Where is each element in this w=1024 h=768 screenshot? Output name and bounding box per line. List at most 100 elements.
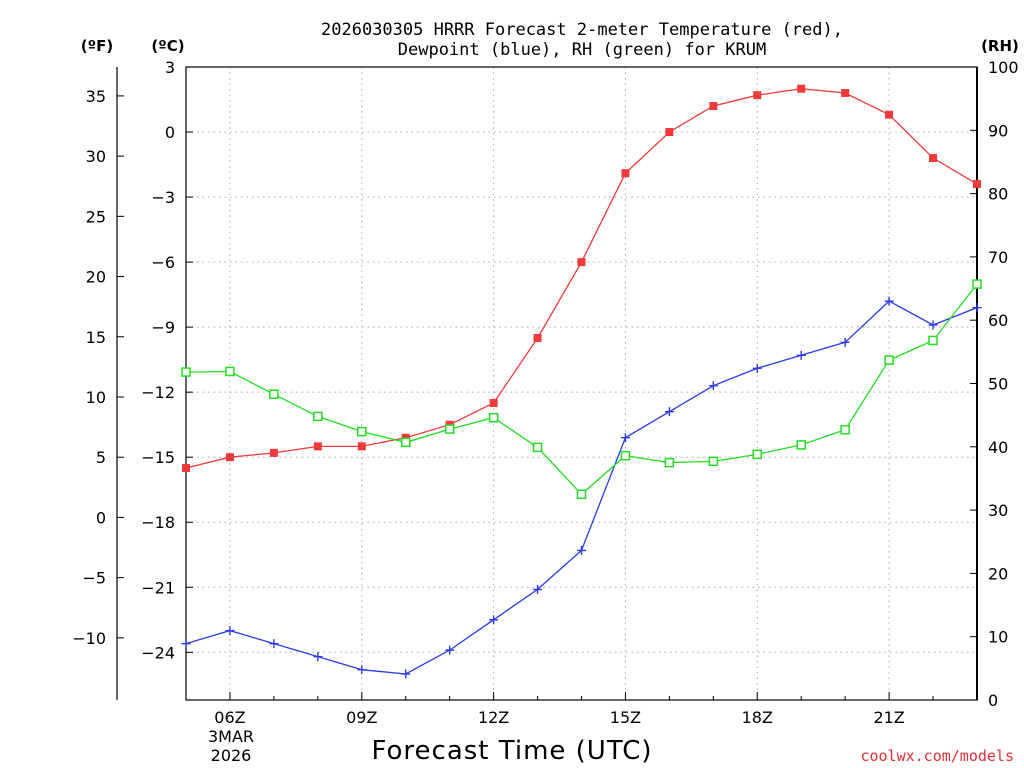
series-0-point-18: [973, 180, 981, 189]
rh-unit-label: (RH): [981, 37, 1019, 55]
series-2-point-10: [620, 450, 631, 461]
series-2-point-12: [708, 456, 719, 467]
series-layer: [181, 84, 982, 679]
fahrenheit-tick-label: 35: [86, 87, 106, 106]
series-2-point-18: [972, 279, 982, 289]
fahrenheit-tick-label: 10: [86, 388, 106, 407]
series-1-point-4: [357, 665, 367, 675]
chart-title-line-2: Dewpoint (blue), RH (green) for KRUM: [398, 40, 766, 60]
celsius-tick-label: −3: [151, 188, 175, 207]
labels: 2026030305 HRRR Forecast 2-meter Tempera…: [81, 20, 1019, 766]
fahrenheit-tick-label: 15: [86, 328, 106, 347]
series-0-point-13: [753, 91, 762, 100]
series-1-point-8: [533, 584, 543, 594]
series-1-point-14: [796, 350, 806, 360]
series-2-point-3: [313, 411, 323, 422]
series-2-point-7: [488, 412, 499, 423]
series-0-point-0: [182, 464, 190, 473]
x-tick-label: 18Z: [742, 708, 773, 727]
series-0-point-16: [885, 110, 894, 119]
series-1-point-12: [708, 381, 718, 391]
rh-tick-label: 80: [988, 185, 1008, 204]
series-2-point-5: [400, 437, 411, 448]
rh-tick-label: 90: [988, 121, 1008, 140]
series-1-point-1: [225, 626, 235, 636]
rh-tick-label: 20: [988, 564, 1008, 583]
rh-tick-label: 30: [988, 501, 1008, 520]
series-0-point-8: [533, 333, 542, 342]
celsius-tick-label: −6: [151, 253, 175, 272]
celsius-tick-label: −9: [151, 318, 175, 337]
series-2-point-9: [576, 489, 587, 500]
series-2-point-0: [181, 367, 191, 377]
series-1-point-7: [489, 615, 499, 625]
series-1-point-0: [181, 639, 191, 649]
rh-tick-label: 70: [988, 248, 1008, 267]
series-1-point-16: [884, 296, 894, 306]
fahrenheit-tick-label: 5: [96, 448, 106, 467]
celsius-tick-label: −24: [141, 643, 175, 662]
date-label-year: 2026: [211, 746, 252, 765]
grid: [186, 67, 977, 700]
rh-tick-label: 0: [988, 691, 998, 710]
series-0-point-12: [709, 102, 718, 111]
series-0-point-7: [489, 399, 498, 408]
series-2-point-13: [752, 449, 763, 460]
series-1-point-15: [840, 337, 850, 347]
chart-title-line-1: 2026030305 HRRR Forecast 2-meter Tempera…: [321, 20, 843, 40]
series-line-1: [185, 300, 978, 675]
series-1-point-5: [401, 669, 411, 679]
series-0-point-3: [313, 442, 322, 451]
celsius-tick-label: −15: [141, 448, 175, 467]
fahrenheit-tick-label: 20: [86, 268, 106, 287]
series-2-point-14: [796, 440, 806, 450]
x-tick-label: 12Z: [478, 708, 509, 727]
axes: 35302520151050−5−1030−3−6−9−12−15−18−21−…: [72, 58, 1018, 727]
series-1-point-11: [664, 407, 674, 417]
fahrenheit-tick-label: −10: [72, 629, 106, 648]
series-1-point-10: [620, 433, 630, 443]
series-2-point-4: [357, 426, 367, 437]
fahrenheit-tick-label: −5: [82, 569, 106, 588]
series-0-point-4: [357, 442, 366, 451]
credit-text: coolwx.com/models: [860, 747, 1014, 765]
fahrenheit-tick-label: 25: [86, 207, 106, 226]
series-1-point-2: [269, 639, 279, 649]
series-0-point-10: [621, 169, 630, 178]
fahrenheit-unit-label: (ºF): [81, 37, 113, 55]
series-2-point-2: [269, 389, 279, 400]
series-0-point-2: [269, 448, 278, 457]
series-2-point-8: [532, 442, 543, 453]
x-axis-title: Forecast Time (UTC): [371, 736, 652, 766]
series-0-point-14: [797, 84, 806, 93]
rh-tick-label: 50: [988, 375, 1008, 394]
x-tick-label: 09Z: [346, 708, 377, 727]
fahrenheit-tick-label: 30: [86, 147, 106, 166]
series-1-point-17: [928, 320, 938, 330]
fahrenheit-tick-label: 0: [96, 508, 106, 527]
series-1-point-13: [752, 363, 762, 373]
series-1-point-6: [445, 645, 455, 655]
rh-tick-label: 10: [988, 628, 1008, 647]
celsius-tick-label: −21: [141, 578, 175, 597]
celsius-tick-label: 0: [165, 123, 175, 142]
celsius-tick-label: 3: [165, 58, 175, 77]
series-1-point-18: [972, 303, 982, 313]
series-line-2: [185, 283, 978, 496]
series-1-point-3: [313, 652, 323, 662]
rh-tick-label: 100: [988, 58, 1019, 77]
x-tick-label: 06Z: [214, 708, 245, 727]
series-0-point-15: [841, 89, 850, 98]
series-2-point-17: [928, 335, 938, 346]
celsius-tick-label: −12: [141, 383, 175, 402]
date-label-day: 3MAR: [208, 727, 254, 746]
celsius-unit-label: (ºC): [151, 37, 184, 55]
series-line-0: [185, 88, 978, 469]
series-0-point-9: [577, 258, 586, 267]
series-2-point-6: [444, 424, 455, 434]
x-tick-label: 15Z: [610, 708, 641, 727]
series-2-point-11: [664, 457, 675, 468]
x-tick-label: 21Z: [873, 708, 904, 727]
series-0-point-1: [225, 453, 234, 462]
series-2-point-16: [884, 355, 894, 365]
